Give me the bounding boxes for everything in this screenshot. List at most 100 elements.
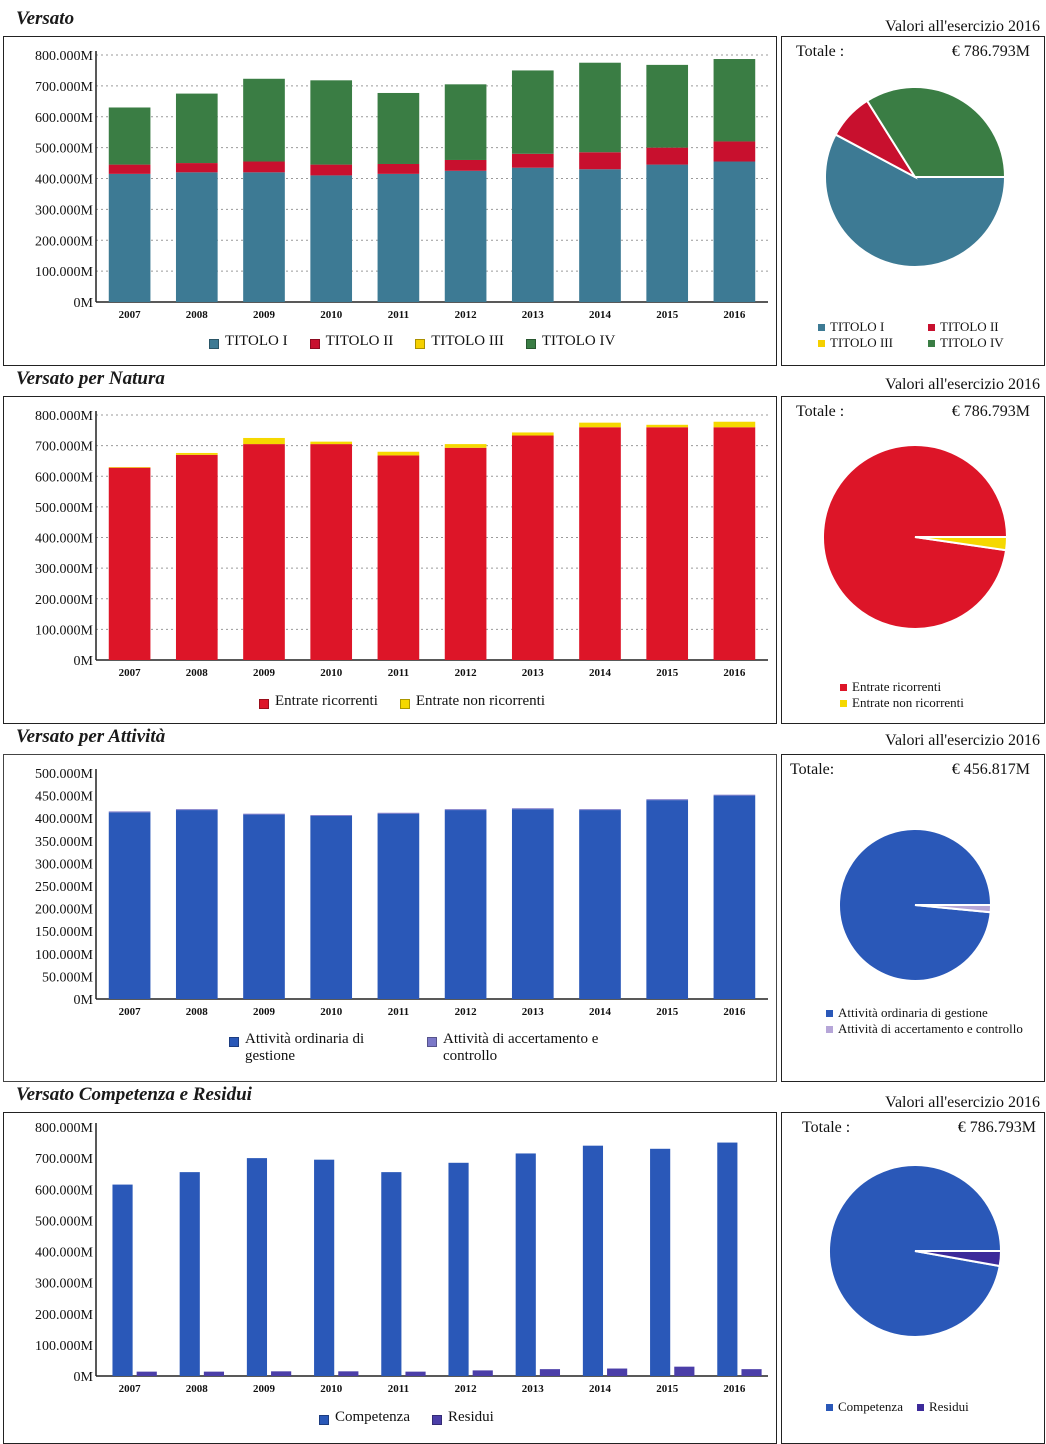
pie-total-label: Totale: [790, 761, 835, 778]
bar-entrate-ricorrenti [579, 427, 621, 660]
pie-chart-versato-per-attivita [838, 828, 993, 982]
bar-entrate-non-ricorrenti [444, 444, 487, 448]
section-title: Versato Competenza e Residui [16, 1084, 252, 1105]
bar-competenza [246, 1158, 268, 1376]
bar-entrate-non-ricorrenti [108, 467, 151, 468]
legend-item-titolo-iii: TITOLO III [818, 335, 928, 351]
bar-attivit-ordinaria-di-gestione [444, 810, 487, 999]
bar-competenza [650, 1148, 671, 1376]
bar-attivit-di-accertamento-e-controllo [243, 813, 285, 815]
bar-chart-panel: 0M 100.000M 200.000M 300.000M 400.000M 500.00… [3, 1112, 777, 1444]
bar-chart-versato-per-natura: 0M 100.000M 200.000M 300.000M 400.000M 500.00… [35, 409, 768, 679]
pie-total-value: € 786.793M [951, 43, 1030, 60]
bar-attivit-ordinaria-di-gestione [377, 813, 420, 999]
pie-slice-residui [914, 1250, 1003, 1268]
x-tick-label: 2016 [723, 1383, 746, 1395]
section-versato: Versato Valori all'esercizio 2016 0M 100.… [0, 0, 1046, 370]
pie-legend: Entrate ricorrenti Entrate non ricorrenti [840, 679, 1040, 711]
bar-titolo-iv [108, 107, 151, 165]
legend-label: TITOLO IV [940, 335, 1004, 350]
y-tick-label: 250.000M [35, 880, 94, 895]
pie-chart-versato-competenza-residui [828, 1164, 1003, 1338]
bar-residui [472, 1370, 493, 1376]
bar-titolo-iv [377, 92, 420, 164]
bar-attivit-di-accertamento-e-controllo [108, 811, 151, 813]
x-tick-label: 2013 [522, 1383, 545, 1395]
bar-attivit-di-accertamento-e-controllo [646, 799, 689, 801]
bar-titolo-iv [175, 93, 218, 164]
bar-entrate-ricorrenti [646, 427, 689, 660]
legend-swatch [431, 1415, 442, 1425]
pie-slice-titolo-iv [865, 86, 1007, 178]
x-tick-label: 2014 [589, 1383, 612, 1395]
y-tick-label: 100.000M [35, 623, 94, 638]
bar-titolo-i [579, 169, 621, 302]
legend-label: TITOLO I [830, 319, 885, 334]
y-tick-label: 700.000M [35, 80, 94, 95]
pie-panel: Totale : € 786.793M Competenza Residui [781, 1112, 1045, 1444]
bar-competenza [582, 1145, 604, 1376]
pie-chart-versato-per-natura [822, 444, 1009, 630]
bar-titolo-iv [310, 80, 353, 165]
bar-entrate-non-ricorrenti [175, 452, 218, 455]
chart-legend: Attività ordinaria di gestione Attività d… [229, 1031, 625, 1065]
y-tick-label: 200.000M [35, 593, 94, 608]
pie-total-label: Totale : [796, 403, 845, 420]
chart-legend: Entrate ricorrenti Entrate non ricorrenti [259, 693, 567, 710]
bar-attivit-ordinaria-di-gestione [243, 814, 285, 999]
x-tick-label: 2007 [119, 309, 142, 321]
bar-titolo-i [646, 164, 689, 302]
bar-titolo-i [377, 173, 420, 302]
legend-item-titolo-i: TITOLO I [818, 319, 928, 335]
bar-chart-panel: 0M 100.000M 200.000M 300.000M 400.000M 500.00… [3, 396, 777, 724]
legend-swatch [840, 700, 847, 707]
bar-residui [674, 1366, 695, 1376]
legend-swatch [229, 1037, 239, 1047]
pie-total-value: € 786.793M [951, 403, 1030, 420]
legend-swatch [818, 324, 825, 331]
pie-slice-entrate-non-ricorrenti [914, 536, 1009, 552]
legend-item-titolo-ii: TITOLO II [928, 319, 1038, 335]
y-tick-label: 200.000M [35, 903, 94, 918]
bar-attivit-di-accertamento-e-controllo [175, 809, 218, 811]
pie-total-label: Totale : [796, 43, 845, 60]
x-tick-label: 2011 [388, 1383, 409, 1395]
y-tick-label: 600.000M [35, 470, 94, 485]
y-tick-label: 400.000M [35, 812, 94, 827]
bar-competenza [314, 1159, 335, 1376]
legend-item-entrate-ricorrenti: Entrate ricorrenti [840, 679, 1040, 695]
y-tick-label: 0M [74, 296, 94, 311]
legend-swatch [309, 339, 320, 349]
y-tick-label: 300.000M [35, 1277, 94, 1292]
section-versato-competenza-residui: Versato Competenza e Residui Valori all'… [0, 1084, 1046, 1444]
legend-label: Attività ordinaria di gestione [838, 1005, 988, 1020]
y-tick-label: 800.000M [35, 1121, 94, 1136]
bar-titolo-ii [511, 153, 554, 168]
x-tick-label: 2012 [455, 309, 478, 321]
x-tick-label: 2013 [522, 309, 545, 321]
y-tick-label: 100.000M [35, 948, 94, 963]
x-tick-label: 2014 [589, 667, 612, 679]
bar-entrate-ricorrenti [511, 435, 554, 660]
x-tick-label: 2012 [455, 1006, 478, 1018]
bar-titolo-i [511, 167, 554, 302]
y-tick-label: 500.000M [35, 501, 94, 516]
bar-titolo-i [108, 173, 151, 302]
y-tick-label: 300.000M [35, 857, 94, 872]
pie-panel: Totale : € 786.793M Entrate ricorrenti En… [781, 396, 1045, 724]
section-title: Versato [16, 8, 75, 29]
bar-competenza [448, 1162, 469, 1376]
y-tick-label: 400.000M [35, 173, 94, 188]
bar-entrate-ricorrenti [108, 467, 151, 660]
bar-competenza [515, 1153, 536, 1376]
y-tick-label: 400.000M [35, 532, 94, 547]
x-tick-label: 2015 [656, 667, 679, 679]
x-tick-label: 2013 [522, 667, 545, 679]
legend-swatch [826, 1026, 833, 1033]
legend-swatch [415, 339, 426, 349]
bar-attivit-ordinaria-di-gestione [713, 795, 756, 999]
y-tick-label: 0M [74, 993, 94, 1008]
bar-chart-panel: 0M 50.000M 100.000M 150.000M 200.000M 250.000… [3, 754, 777, 1082]
legend-label: Residui [447, 1409, 494, 1425]
x-tick-label: 2011 [388, 667, 409, 679]
